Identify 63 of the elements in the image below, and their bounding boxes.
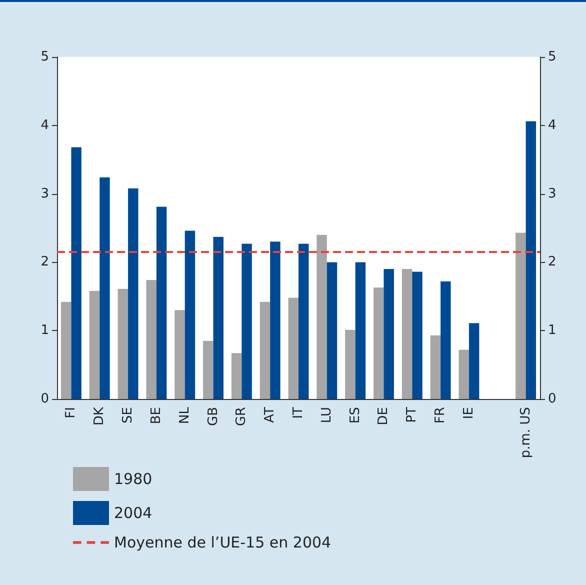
bar bbox=[412, 272, 422, 399]
x-tick-label: LU bbox=[319, 407, 334, 424]
bar bbox=[100, 177, 110, 399]
bar bbox=[260, 302, 270, 399]
bar bbox=[242, 244, 252, 399]
bar bbox=[203, 340, 214, 399]
y2-tick-label: 2 bbox=[548, 254, 556, 270]
x-tick-label: FR bbox=[433, 407, 448, 424]
x-tick-label: ES bbox=[348, 407, 363, 424]
x-tick-label: IE bbox=[461, 407, 476, 420]
y-tick-label: 0 bbox=[40, 392, 49, 406]
legend-label: 1980 bbox=[114, 470, 152, 488]
x-tick-label: SE bbox=[120, 407, 136, 424]
x-tick-label: BE bbox=[148, 407, 164, 424]
bar bbox=[118, 288, 128, 399]
bar bbox=[326, 262, 338, 399]
bar bbox=[516, 232, 526, 399]
bar bbox=[316, 234, 327, 399]
bar bbox=[174, 310, 185, 399]
y2-tick-label: 3 bbox=[548, 186, 556, 202]
x-tick-label: GB bbox=[206, 407, 221, 426]
x-tick-label: PT bbox=[404, 406, 420, 423]
bar bbox=[288, 298, 298, 399]
x-tick-label: NL bbox=[177, 406, 192, 424]
y2-tick-label: 4 bbox=[548, 118, 556, 133]
bar bbox=[71, 147, 82, 399]
bar bbox=[128, 188, 138, 399]
bar bbox=[345, 330, 356, 399]
bar bbox=[402, 269, 412, 399]
legend-label: 2004 bbox=[114, 504, 152, 522]
x-tick-label: DE bbox=[376, 407, 392, 426]
bar bbox=[184, 230, 196, 399]
bar bbox=[89, 290, 100, 399]
y2-tick-label: 5 bbox=[548, 50, 556, 64]
y-tick-label: 4 bbox=[40, 118, 49, 133]
y-tick-label: 3 bbox=[40, 186, 49, 202]
y-tick-label: 2 bbox=[40, 254, 49, 270]
x-tick-label: GR bbox=[234, 407, 250, 426]
bar bbox=[374, 288, 384, 399]
y-tick-label: 1 bbox=[40, 323, 49, 338]
bar bbox=[156, 206, 167, 399]
x-tick-label: DK bbox=[92, 406, 108, 426]
bar bbox=[430, 335, 441, 399]
bar bbox=[526, 121, 536, 399]
legend-label: Moyenne de l’UE-15 en 2004 bbox=[114, 534, 332, 552]
y-tick-label: 5 bbox=[40, 50, 49, 64]
bar bbox=[231, 353, 242, 399]
x-tick-label: p.m. US bbox=[518, 407, 534, 458]
bar bbox=[440, 281, 451, 399]
bar bbox=[270, 242, 280, 399]
bar bbox=[213, 236, 224, 399]
bar bbox=[468, 323, 480, 399]
y2-tick-label: 1 bbox=[548, 323, 556, 338]
bar bbox=[458, 350, 469, 399]
bar bbox=[384, 269, 394, 399]
y2-tick-label: 0 bbox=[548, 392, 556, 406]
bar bbox=[355, 262, 366, 399]
x-tick-label: AT bbox=[262, 406, 278, 423]
x-tick-label: FI bbox=[64, 407, 79, 418]
bar bbox=[60, 302, 72, 399]
x-tick-label: IT bbox=[291, 406, 306, 419]
bar bbox=[298, 244, 309, 399]
bar bbox=[146, 280, 156, 399]
